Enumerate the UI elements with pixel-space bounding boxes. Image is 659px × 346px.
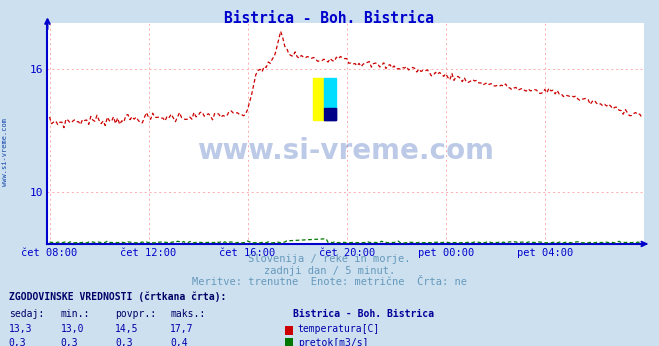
Text: 13,0: 13,0 [61, 324, 84, 334]
Text: Meritve: trenutne  Enote: metrične  Črta: ne: Meritve: trenutne Enote: metrične Črta: … [192, 277, 467, 287]
Text: temperatura[C]: temperatura[C] [298, 324, 380, 334]
Bar [324, 78, 335, 108]
Text: maks.:: maks.: [170, 309, 205, 319]
Text: 0,3: 0,3 [61, 338, 78, 346]
Text: 0,4: 0,4 [170, 338, 188, 346]
Text: 0,3: 0,3 [9, 338, 26, 346]
Text: ZGODOVINSKE VREDNOSTI (črtkana črta):: ZGODOVINSKE VREDNOSTI (črtkana črta): [9, 291, 226, 302]
Text: Bistrica - Boh. Bistrica: Bistrica - Boh. Bistrica [225, 11, 434, 26]
Text: 13,3: 13,3 [9, 324, 32, 334]
Text: 17,7: 17,7 [170, 324, 194, 334]
Text: pretok[m3/s]: pretok[m3/s] [298, 338, 368, 346]
Text: zadnji dan / 5 minut.: zadnji dan / 5 minut. [264, 266, 395, 276]
Text: Bistrica - Boh. Bistrica: Bistrica - Boh. Bistrica [293, 309, 434, 319]
Text: www.si-vreme.com: www.si-vreme.com [2, 118, 9, 186]
Text: 0,3: 0,3 [115, 338, 133, 346]
Text: povpr.:: povpr.: [115, 309, 156, 319]
Bar [324, 108, 335, 120]
Text: 14,5: 14,5 [115, 324, 139, 334]
Text: sedaj:: sedaj: [9, 309, 43, 319]
Text: min.:: min.: [61, 309, 90, 319]
Polygon shape [324, 108, 335, 120]
Bar [313, 78, 324, 120]
Text: Slovenija / reke in morje.: Slovenija / reke in morje. [248, 254, 411, 264]
Text: www.si-vreme.com: www.si-vreme.com [197, 137, 494, 165]
